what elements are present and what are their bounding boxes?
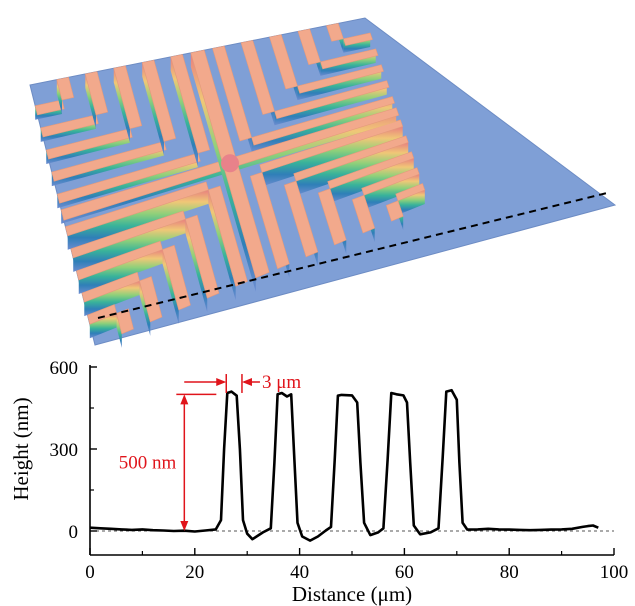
center-junction — [221, 154, 239, 173]
height-annotation-label: 500 nm — [119, 453, 177, 474]
ridge-h2-top — [269, 34, 298, 90]
ridge-b2-top — [113, 65, 143, 130]
ridge-e1-wall — [73, 219, 186, 272]
profile-series-line — [89, 388, 599, 542]
ridge-d1-top — [283, 180, 319, 258]
ridge-f4-top — [116, 308, 134, 335]
ridge-b1-top — [141, 59, 177, 142]
ridge-f2-top — [162, 244, 191, 311]
ridge-g1-top — [274, 80, 390, 120]
arrowhead — [241, 378, 252, 387]
ridge-e2-wall — [78, 249, 163, 294]
ridge-f4-wall — [116, 313, 122, 348]
ridge-g0-top — [251, 96, 395, 146]
ridge-b0-wall — [170, 56, 198, 168]
ridge-h0-top — [212, 45, 252, 142]
ridge-d0-top — [249, 172, 290, 270]
ridge-c0-top — [259, 119, 404, 173]
ridge-c2-top — [327, 151, 415, 190]
x-axis-label: Distance (μm) — [292, 582, 412, 606]
y-axis-label: Height (nm) — [9, 397, 33, 500]
ridge-b4-wall — [56, 79, 62, 114]
ridge-b1-wall — [142, 62, 164, 156]
ridge-c3-wall — [364, 174, 420, 210]
ridge-f3-wall — [139, 280, 151, 336]
y-tick-label: 0 — [69, 522, 79, 543]
center-cross-h-wall — [190, 52, 256, 292]
ridge-c4-top — [395, 183, 426, 202]
arrowhead — [180, 394, 189, 405]
x-tick-label: 80 — [500, 562, 519, 583]
ridge-h4-top — [326, 23, 344, 42]
ridge-d4-top — [385, 200, 404, 222]
ridge-c3-top — [361, 167, 420, 196]
ridge-c4-wall — [398, 190, 425, 215]
ridge-h1-top — [240, 40, 275, 115]
ridge-e2-top — [76, 240, 163, 281]
ridge-b3-top — [84, 71, 109, 116]
ridge-e0-wall — [67, 189, 209, 250]
ridge-c0-wall — [262, 126, 403, 187]
ridge-g3-top — [320, 48, 379, 70]
x-tick-label: 20 — [185, 562, 204, 583]
ridge-e4-top — [87, 304, 117, 325]
ridge-c2-wall — [330, 158, 414, 203]
ridge-f3-top — [139, 276, 163, 323]
ridge-d3-top — [351, 194, 376, 234]
ridge-d2-top — [317, 188, 347, 246]
ridge-f1-top — [185, 214, 220, 299]
profile-line — [97, 192, 608, 319]
ridge-e0-top — [65, 181, 209, 237]
ridge-a4-top — [34, 99, 65, 116]
height-profile-chart: 0 20 40 60 80 100 0 300 600 3 μm 500 nm Distance… — [9, 358, 628, 606]
ridge-e1-top — [70, 210, 186, 259]
ridge-e4-wall — [89, 313, 117, 339]
ridge-f0-wall — [208, 189, 236, 301]
x-ticks: 0 20 40 60 80 100 — [85, 548, 628, 583]
arrowhead — [216, 378, 227, 387]
ridge-a2-top — [45, 128, 133, 160]
ridge-b2-wall — [113, 68, 130, 143]
afm-surface — [29, 17, 617, 348]
ridge-a3-top — [40, 114, 99, 138]
x-tick-label: 60 — [395, 562, 414, 583]
ridge-b0-top — [170, 54, 211, 154]
ridge-e3-wall — [84, 280, 140, 317]
ridge-a0-top — [56, 152, 201, 204]
ridge-b3-wall — [85, 73, 96, 129]
ridge-f1-wall — [185, 219, 208, 313]
y-ticks: 0 300 600 — [50, 358, 97, 543]
ridge-e3-top — [81, 271, 140, 303]
ridge-b4-top — [56, 76, 75, 101]
x-tick-label: 0 — [85, 562, 95, 583]
y-tick-label: 600 — [50, 358, 79, 379]
x-tick-label: 100 — [600, 562, 629, 583]
ridge-g2-top — [297, 64, 384, 94]
arrowhead — [180, 521, 189, 531]
ridge-group — [34, 23, 426, 348]
ridge-f2-wall — [162, 249, 179, 324]
ridge-c1-top — [293, 135, 409, 182]
y-tick-label: 300 — [50, 440, 79, 461]
annotations: 3 μm 500 nm — [119, 372, 301, 531]
ridge-h3-top — [297, 28, 321, 66]
width-annotation-label: 3 μm — [262, 372, 301, 393]
ridge-g4-top — [343, 32, 373, 46]
ridge-c1-wall — [296, 142, 409, 196]
ridge-a1-top — [51, 141, 167, 182]
x-tick-label: 40 — [290, 562, 309, 583]
